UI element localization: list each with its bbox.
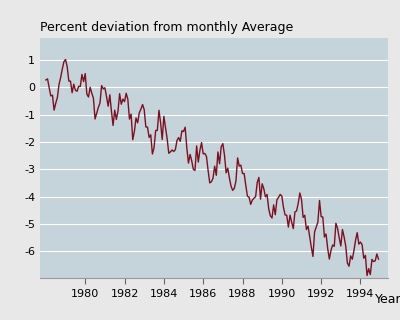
X-axis label: Year: Year	[375, 293, 400, 306]
Text: Percent deviation from monthly Average: Percent deviation from monthly Average	[40, 21, 293, 35]
